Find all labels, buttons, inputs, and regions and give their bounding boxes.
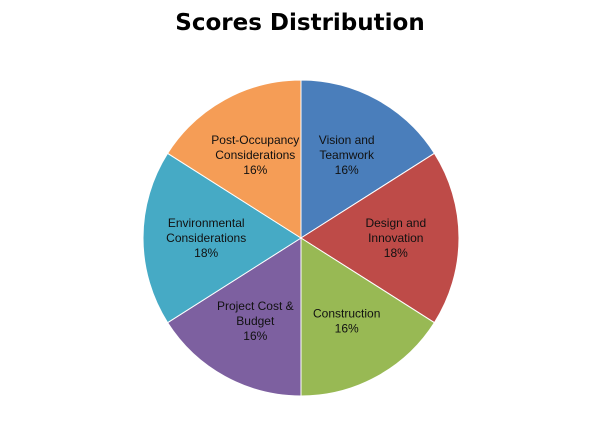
slice-percent-label: 18% — [384, 246, 408, 260]
slice-percent-label: 16% — [335, 163, 359, 177]
slice-name-line: Considerations — [215, 148, 295, 162]
slice-percent-label: 16% — [243, 163, 267, 177]
slice-label-environmental-considerations: Environmental Considerations 18% — [166, 216, 246, 260]
slice-label-construction: Construction 16% — [313, 307, 380, 336]
pie-slice-vision-and-teamwork — [300, 79, 436, 239]
chart-title: Scores Distribution — [175, 10, 425, 36]
pie-slice-construction — [300, 237, 436, 397]
slice-name-line: Post-Occupancy — [211, 133, 299, 147]
slice-name-line: Innovation — [368, 231, 423, 245]
pie-slice-post-occupancy-considerations — [166, 79, 302, 239]
slice-name-line: Construction — [313, 307, 380, 321]
slice-label-vision-and-teamwork: Vision and Teamwork 16% — [319, 133, 375, 177]
slice-name-line: Budget — [236, 314, 275, 328]
pie-slice-environmental-considerations — [142, 152, 302, 324]
slice-label-design-and-innovation: Design and Innovation 18% — [365, 216, 426, 260]
pie-slice-design-and-innovation — [300, 152, 460, 324]
pie-slice-project-cost-and-budget — [166, 237, 302, 397]
slice-label-post-occupancy-considerations: Post-Occupancy Considerations 16% — [211, 133, 299, 177]
slice-name-line: Considerations — [166, 231, 246, 245]
slice-name-line: Teamwork — [319, 148, 375, 162]
slice-name-line: Vision and — [319, 133, 375, 147]
slice-name-line: Design and — [365, 216, 426, 230]
slice-name-line: Project Cost & — [217, 299, 294, 313]
slice-percent-label: 18% — [194, 246, 218, 260]
slice-percent-label: 16% — [243, 329, 267, 343]
slice-name-line: Environmental — [168, 216, 245, 230]
slice-label-project-cost-and-budget: Project Cost & Budget 16% — [217, 299, 294, 343]
slice-percent-label: 16% — [335, 322, 359, 336]
